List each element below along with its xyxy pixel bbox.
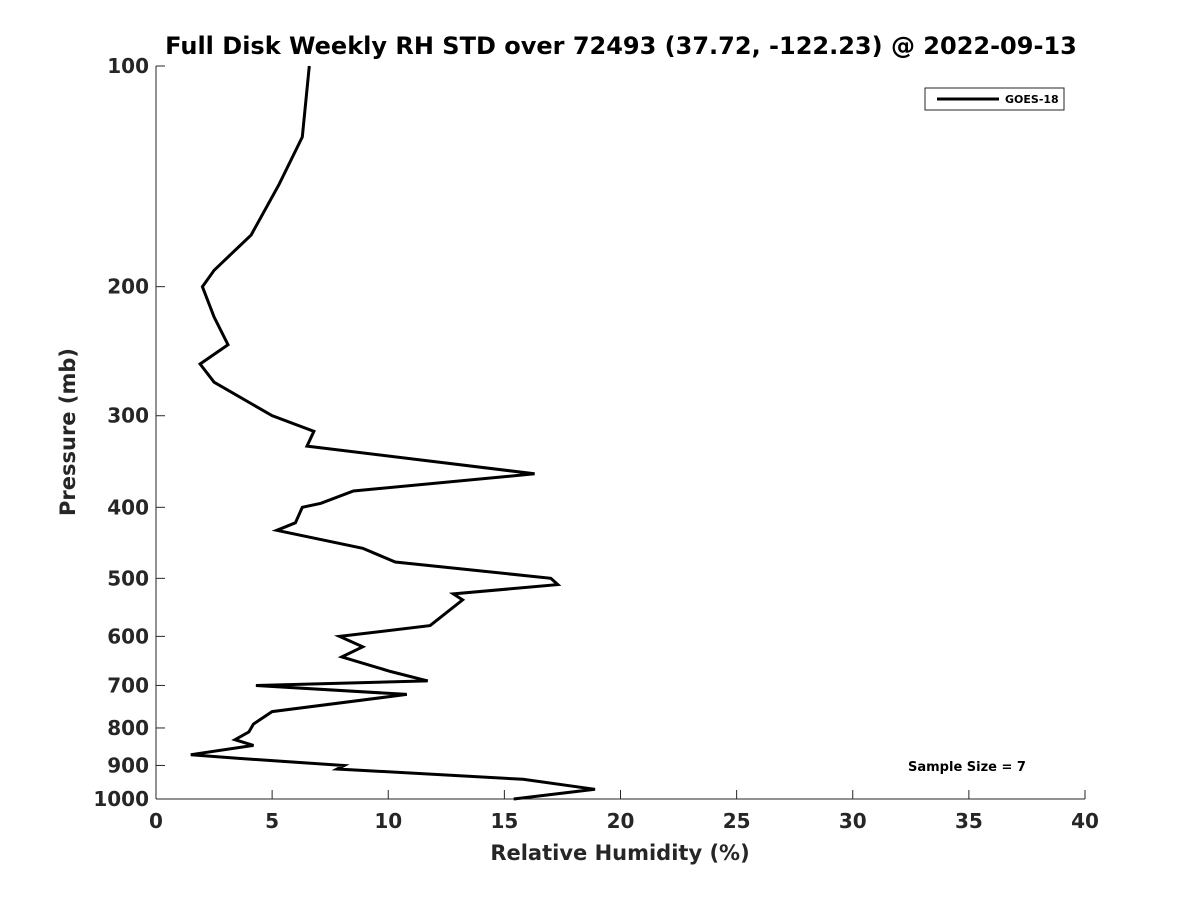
y-tick-label: 300 bbox=[107, 404, 149, 428]
legend-entry-goes-18: GOES-18 bbox=[1005, 93, 1059, 106]
y-tick-label: 900 bbox=[107, 753, 149, 777]
x-axis-ticks: 0 5 10 15 20 25 30 35 40 bbox=[149, 790, 1099, 833]
x-tick-label: 35 bbox=[955, 809, 983, 833]
x-tick-label: 20 bbox=[607, 809, 635, 833]
series-layer bbox=[190, 65, 596, 801]
x-tick-label: 25 bbox=[723, 809, 751, 833]
y-tick-label: 800 bbox=[107, 716, 149, 740]
y-tick-label: 600 bbox=[107, 624, 149, 648]
y-tick-label: 1000 bbox=[93, 787, 149, 811]
x-tick-label: 10 bbox=[374, 809, 402, 833]
x-tick-label: 0 bbox=[149, 809, 163, 833]
x-tick-label: 40 bbox=[1071, 809, 1099, 833]
chart-title: Full Disk Weekly RH STD over 72493 (37.7… bbox=[165, 32, 1077, 60]
x-tick-label: 15 bbox=[490, 809, 518, 833]
y-axis-label: Pressure (mb) bbox=[56, 348, 80, 516]
y-tick-label: 500 bbox=[107, 566, 149, 590]
legend: GOES-18 bbox=[924, 87, 1065, 111]
sample-size-annotation: Sample Size = 7 bbox=[908, 760, 1026, 775]
x-tick-label: 5 bbox=[265, 809, 279, 833]
x-tick-label: 30 bbox=[839, 809, 867, 833]
y-tick-label: 400 bbox=[107, 495, 149, 519]
y-tick-label: 100 bbox=[107, 54, 149, 78]
x-axis-label: Relative Humidity (%) bbox=[490, 841, 749, 865]
y-tick-label: 200 bbox=[107, 275, 149, 299]
y-axis-ticks: 100 200 300 400 500 600 700 800 900 1000 bbox=[93, 54, 165, 811]
plot-area: 0 5 10 15 20 25 30 35 40 100 200 300 400 500 600 700 80… bbox=[93, 54, 1099, 833]
series-line-goes-18 bbox=[190, 65, 596, 801]
y-tick-label: 700 bbox=[107, 673, 149, 697]
